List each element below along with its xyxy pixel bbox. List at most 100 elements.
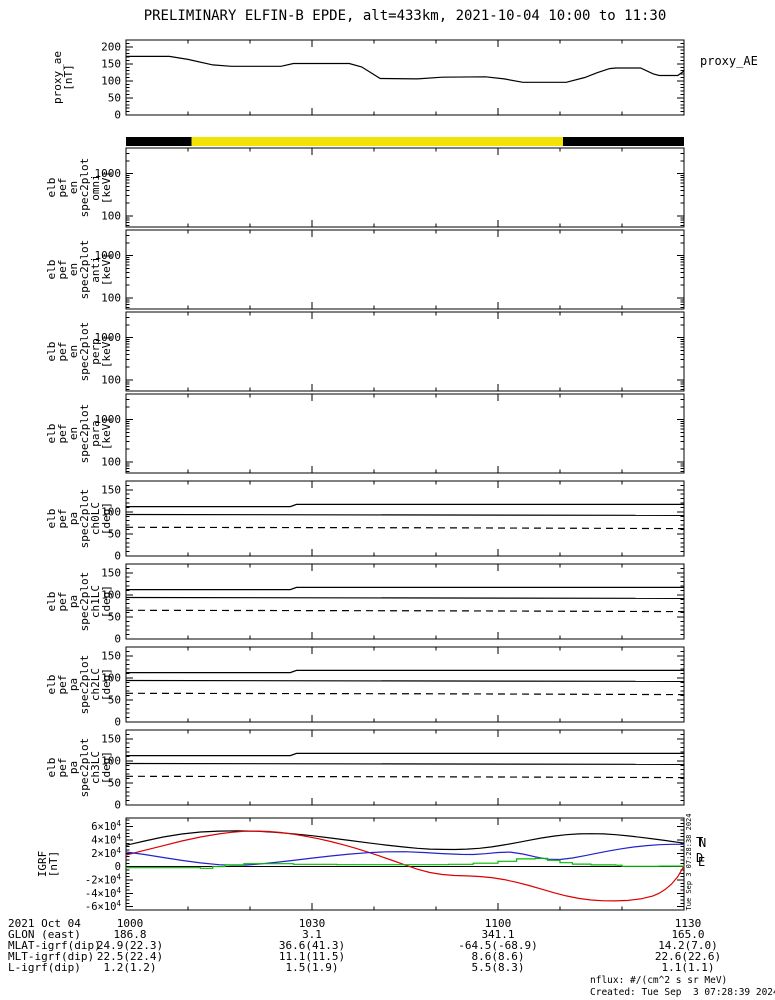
elb-pef-pa-spec2plot-ch0LC-ylabel-word: elb [45, 509, 58, 529]
elb-pef-en-spec2plot-perp-frame [125, 311, 685, 392]
elb-pef-pa-spec2plot-ch0LC-ytick-label: 50 [108, 527, 121, 540]
bottom-row-value: 1.1(1.1) [662, 961, 715, 974]
elb-pef-pa-spec2plot-ch1LC-ytick-label: 150 [101, 566, 121, 579]
elb-pef-en-spec2plot-perp-ylabel-word: [keV] [100, 335, 113, 368]
elb-pef-pa-spec2plot-ch0LC-ylabel-word: spec2plot [78, 489, 91, 549]
elb-pef-en-spec2plot-omni-frame [125, 147, 685, 228]
elb-pef-pa-spec2plot-ch0LC-ylabel-word: pef [56, 509, 69, 529]
elb-pef-pa-spec2plot-ch2LC-ylabel-word: pef [56, 675, 69, 695]
elb-pef-en-spec2plot-anti-frame [125, 229, 685, 310]
bottom-row-value: 14.2(7.0) [658, 939, 718, 952]
elb-pef-en-spec2plot-perp-ytick-label: 1000 [95, 331, 122, 344]
proxy-ae-ylabel-word: proxy_ae [51, 51, 64, 104]
elb-pef-en-spec2plot-anti-ylabel-word: pef [56, 260, 69, 280]
elb-pef-pa-spec2plot-ch2LC-ytick-label: 50 [108, 693, 121, 706]
elb-pef-pa-spec2plot-ch3LC-ylabel-word: spec2plot [78, 738, 91, 798]
elb-pef-pa-spec2plot-ch3LC-ylabel-word: [deg] [100, 751, 113, 784]
elb-pef-pa-spec2plot-ch3LC-ylabel-word: elb [45, 758, 58, 778]
proxy-ae-ytick-label: 50 [108, 91, 121, 104]
elb-pef-pa-spec2plot-ch1LC-ylabel-word: pa [67, 595, 80, 608]
igrf-legend-letter-D: D [696, 851, 703, 865]
nflux-units-note: nflux: #/(cm^2 s sr MeV) [590, 975, 728, 986]
igrf-series-D-down [125, 830, 685, 902]
elb-pef-pa-spec2plot-ch2LC-series-loss-cone-lower [125, 679, 685, 682]
elb-pef-en-spec2plot-omni-ylabel-word: omni [89, 174, 102, 201]
elb-pef-en-spec2plot-para-ylabel-word: [keV] [100, 417, 113, 450]
page-title: PRELIMINARY ELFIN-B EPDE, alt=433km, 202… [143, 8, 667, 24]
elb-pef-en-spec2plot-anti-ylabel-word: [keV] [100, 253, 113, 286]
elb-pef-en-spec2plot-para-ylabel-word: para [89, 420, 102, 447]
elb-pef-en-spec2plot-para-ytick-label: 1000 [95, 413, 122, 426]
created-timestamp: Created: Tue Sep 3 07:28:39 2024 [590, 987, 775, 998]
elb-pef-pa-spec2plot-ch0LC-ylabel-word: pa [67, 512, 80, 525]
igrf-series-T-total [125, 830, 685, 851]
elb-pef-en-spec2plot-perp-ylabel-word: en [67, 345, 80, 358]
created-timestamp-vertical: Tue Sep 3 07:28:38 2024 [685, 814, 693, 911]
elb-pef-en-spec2plot-omni-ytick-label: 1000 [95, 167, 122, 180]
bottom-row-value: 36.6(41.3) [279, 939, 345, 952]
elb-pef-en-spec2plot-para-frame [125, 393, 685, 474]
proxy-ae-ytick-label: 100 [101, 74, 121, 87]
elb-pef-en-spec2plot-anti-ytick-label: 100 [101, 291, 121, 304]
igrf-ytick-label: -4×104 [85, 886, 122, 900]
elb-pef-pa-spec2plot-ch1LC-ytick-label: 100 [101, 588, 121, 601]
elb-pef-pa-spec2plot-ch3LC-ylabel-word: pa [67, 761, 80, 774]
bottom-row-value: 186.8 [113, 928, 146, 941]
elb-pef-pa-spec2plot-ch3LC-ytick-label: 150 [101, 732, 121, 745]
sunlight-bar-segment [126, 137, 192, 146]
proxy-ae-frame [125, 39, 685, 116]
elb-pef-en-spec2plot-omni-ylabel-word: elb [45, 178, 58, 198]
elb-pef-pa-spec2plot-ch3LC-ytick-label: 0 [114, 799, 121, 812]
elb-pef-en-spec2plot-anti-ylabel-word: anti [89, 256, 102, 283]
elb-pef-pa-spec2plot-ch0LC-ylabel-word: ch0LC [89, 502, 102, 535]
time-tick-label: 1130 [675, 917, 702, 930]
elb-pef-pa-spec2plot-ch2LC-frame [125, 646, 685, 723]
elb-pef-pa-spec2plot-ch1LC-series-loss-cone-lower [125, 596, 685, 599]
elb-pef-pa-spec2plot-ch2LC-series-anti-loss-cone [125, 692, 685, 696]
bottom-row-value: 3.1 [302, 928, 322, 941]
elb-pef-pa-spec2plot-ch1LC-ylabel-word: spec2plot [78, 572, 91, 632]
sunlight-bar-segment [563, 137, 684, 146]
elb-pef-pa-spec2plot-ch0LC-frame [125, 480, 685, 557]
bottom-row-value: 341.1 [481, 928, 514, 941]
elb-pef-pa-spec2plot-ch2LC-ylabel-word: ch2LC [89, 668, 102, 701]
igrf-ytick-label: -6×104 [85, 899, 122, 913]
igrf-legend-letter-T: T [696, 835, 703, 849]
elb-pef-en-spec2plot-omni-ylabel-word: spec2plot [78, 158, 91, 218]
elb-pef-en-spec2plot-perp-ylabel-word: elb [45, 342, 58, 362]
igrf-series-E-east [126, 857, 684, 869]
elb-pef-pa-spec2plot-ch1LC-ytick-label: 0 [114, 633, 121, 646]
igrf-ylabel-word: [nT] [47, 851, 60, 878]
elb-pef-en-spec2plot-perp-ytick-label: 100 [101, 373, 121, 386]
elb-pef-pa-spec2plot-ch1LC-ylabel-word: ch1LC [89, 585, 102, 618]
igrf-ytick-label: 0 [115, 861, 121, 873]
igrf-ylabel-word: IGRF [36, 851, 49, 878]
elb-pef-en-spec2plot-omni-ylabel-word: pef [56, 178, 69, 198]
elb-pef-pa-spec2plot-ch3LC-series-anti-loss-cone [125, 775, 685, 779]
elb-pef-pa-spec2plot-ch0LC-ytick-label: 0 [114, 550, 121, 563]
bottom-row-value: 1.2(1.2) [104, 961, 157, 974]
proxy-ae-panel-right-label: proxy_AE [700, 54, 758, 68]
elb-pef-en-spec2plot-perp-ylabel-word: pef [56, 342, 69, 362]
elb-pef-en-spec2plot-anti-ylabel-word: spec2plot [78, 240, 91, 300]
bottom-row-label: 2021 Oct 04 [8, 917, 81, 930]
elb-pef-pa-spec2plot-ch1LC-series-anti-loss-cone [125, 609, 685, 613]
bottom-row-label: L-igrf(dip) [8, 961, 81, 974]
bottom-row-label: GLON (east) [8, 928, 81, 941]
elb-pef-pa-spec2plot-ch2LC-ylabel-word: pa [67, 678, 80, 691]
bottom-row-value: 5.5(8.3) [472, 961, 525, 974]
elb-pef-pa-spec2plot-ch2LC-ylabel-word: [deg] [100, 668, 113, 701]
elb-pef-pa-spec2plot-ch2LC-ytick-label: 100 [101, 671, 121, 684]
elb-pef-pa-spec2plot-ch3LC-series-loss-cone-lower [125, 762, 685, 765]
bottom-row-value: 165.0 [671, 928, 704, 941]
time-tick-label: 1030 [299, 917, 326, 930]
elb-pef-pa-spec2plot-ch3LC-ytick-label: 50 [108, 776, 121, 789]
elb-pef-pa-spec2plot-ch0LC-ylabel-word: [deg] [100, 502, 113, 535]
elb-pef-pa-spec2plot-ch1LC-ylabel-word: [deg] [100, 585, 113, 618]
time-tick-label: 1000 [117, 917, 144, 930]
proxy-ae-ylabel-word: [nT] [62, 64, 75, 91]
elb-pef-pa-spec2plot-ch0LC-series-anti-loss-cone [125, 526, 685, 530]
elb-pef-pa-spec2plot-ch0LC-ytick-label: 150 [101, 483, 121, 496]
bottom-row-value: 22.6(22.6) [655, 950, 721, 963]
